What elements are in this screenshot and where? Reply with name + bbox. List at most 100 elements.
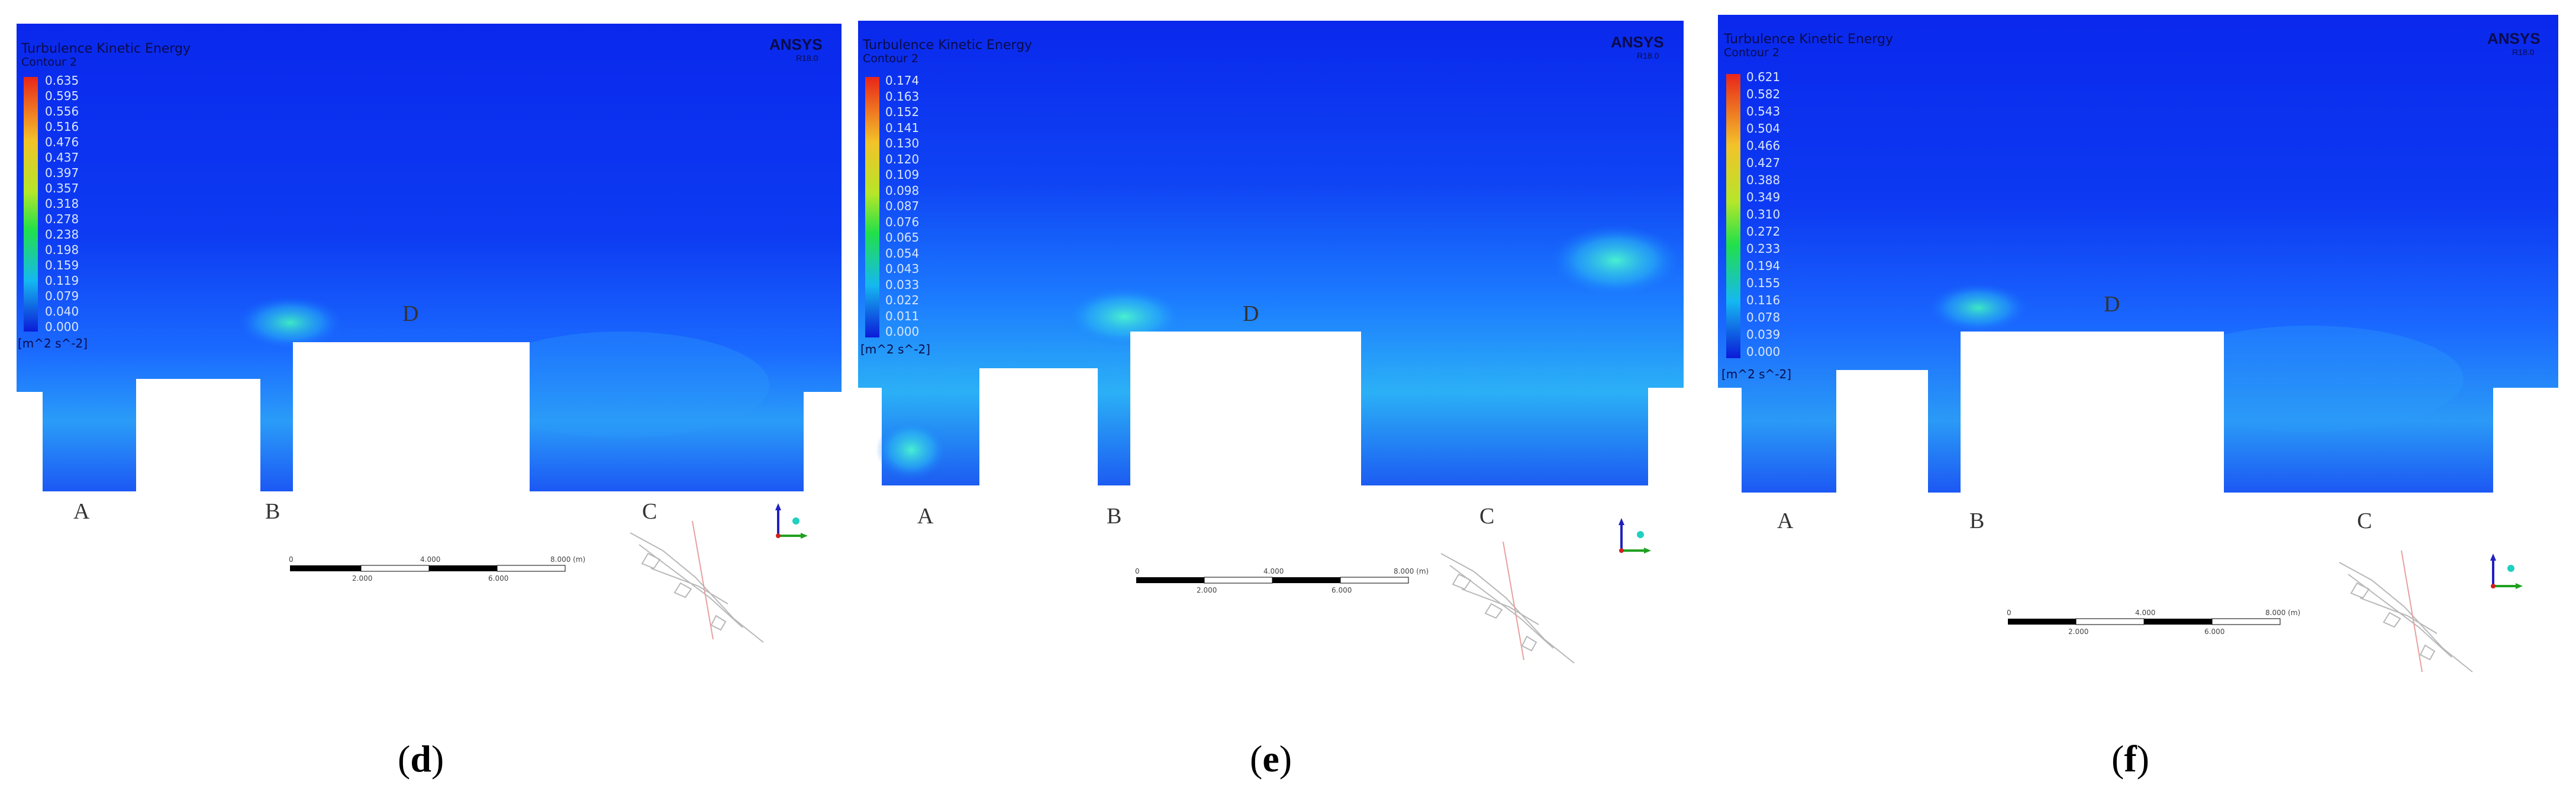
caption-f: (f) [2111, 738, 2149, 780]
legend-value: 0.397 [45, 166, 79, 180]
label-b: B [265, 499, 281, 524]
legend-value: 0.310 [1746, 207, 1781, 221]
caption-e: (e) [1250, 738, 1292, 780]
scale-tick: 6.000 [488, 574, 509, 583]
legend-value: 0.476 [45, 135, 79, 149]
scale-tick: 2.000 [1197, 586, 1217, 594]
scale-bar-e [1136, 577, 1409, 584]
legend-value: 0.000 [45, 320, 79, 334]
legend-value: 0.437 [45, 150, 79, 165]
legend-subtitle: Contour 2 [863, 52, 918, 65]
legend-colorbar-d [24, 77, 38, 332]
legend-value: 0.582 [1746, 87, 1781, 101]
legend-value: 0.357 [45, 181, 79, 195]
scale-tick: 8.000 (m) [2265, 609, 2301, 617]
legend-value: 0.543 [1746, 104, 1781, 118]
legend-value: 0.119 [45, 274, 79, 288]
scale-tick: 0 [289, 555, 294, 564]
legend-value: 0.054 [885, 246, 920, 260]
ansys-logo: ANSYS [2487, 30, 2540, 47]
label-d: D [402, 301, 419, 326]
legend-value: 0.621 [1746, 70, 1781, 84]
legend-value: 0.349 [1746, 190, 1781, 204]
legend-colorbar-e [865, 77, 879, 337]
legend-value: 0.388 [1746, 173, 1781, 187]
label-b: B [1107, 504, 1122, 529]
legend-value: 0.039 [1746, 327, 1781, 342]
legend-value: 0.635 [45, 73, 79, 88]
legend-value: 0.152 [885, 105, 920, 119]
site-map-thumbnail [2339, 550, 2473, 673]
panel-e: Turbulence Kinetic Energy Contour 2 0.17… [858, 0, 1716, 801]
scale-tick: 2.000 [352, 574, 373, 583]
legend-value: 0.238 [45, 227, 79, 242]
legend-title: Turbulence Kinetic Energy [21, 41, 191, 56]
panel-d: Turbulence Kinetic Energy Contour 2 0.63… [0, 0, 858, 801]
legend-value: 0.174 [885, 73, 920, 88]
label-d: D [2104, 292, 2120, 317]
axis-triad-icon [775, 503, 808, 539]
legend-value: 0.109 [885, 168, 920, 182]
contour-plot-e [858, 21, 1716, 664]
legend-value: 0.043 [885, 262, 920, 276]
label-c: C [1479, 504, 1495, 529]
scale-bar-d [290, 565, 566, 572]
legend-value: 0.427 [1746, 156, 1781, 170]
label-a: A [917, 504, 934, 529]
legend-value: 0.516 [45, 120, 79, 134]
legend-value: 0.318 [45, 197, 79, 211]
legend-value: 0.098 [885, 183, 920, 198]
scale-tick: 6.000 [2204, 628, 2225, 636]
label-d: D [1243, 301, 1259, 326]
legend-subtitle: Contour 2 [1724, 46, 1779, 59]
axis-triad-icon [1619, 518, 1651, 554]
label-c: C [2357, 509, 2372, 533]
flow-domain-d [17, 24, 842, 491]
legend-value: 0.079 [45, 289, 79, 303]
scale-tick: 2.000 [2068, 628, 2089, 636]
legend-value: 0.466 [1746, 139, 1781, 153]
scale-tick: 6.000 [1331, 586, 1352, 594]
legend-value: 0.194 [1746, 259, 1781, 273]
legend-value: 0.233 [1746, 242, 1781, 256]
legend-value: 0.163 [885, 89, 920, 104]
ansys-version: R18.0 [1637, 51, 1659, 60]
legend-value: 0.155 [1746, 276, 1781, 290]
legend-value: 0.011 [885, 308, 920, 323]
legend-value: 0.040 [45, 304, 79, 319]
legend-value: 0.033 [885, 277, 920, 292]
legend-title: Turbulence Kinetic Energy [863, 38, 1033, 53]
ansys-logo: ANSYS [769, 36, 823, 53]
legend-value: 0.595 [45, 89, 79, 103]
site-map-thumbnail [1440, 541, 1575, 664]
legend-value: 0.556 [45, 104, 79, 118]
legend-value: 0.022 [885, 293, 920, 307]
scale-tick: 0 [2007, 609, 2011, 617]
contour-plot-f [1718, 15, 2558, 673]
scale-tick: 4.000 [2135, 609, 2156, 617]
scale-tick: 8.000 (m) [1394, 567, 1429, 575]
contour-plot-d [17, 24, 842, 643]
legend-value: 0.278 [45, 212, 79, 226]
scale-tick: 4.000 [1263, 567, 1284, 575]
legend-value: 0.120 [885, 152, 920, 166]
ansys-version: R18.0 [796, 53, 818, 63]
ansys-logo: ANSYS [1611, 33, 1664, 51]
label-a: A [73, 499, 90, 524]
label-c: C [642, 499, 657, 524]
legend-unit: [m^2 s^-2] [860, 342, 931, 356]
scale-tick: 8.000 (m) [550, 555, 586, 564]
scale-tick: 0 [1135, 567, 1140, 575]
legend-value: 0.065 [885, 230, 920, 245]
legend-value: 0.078 [1746, 310, 1781, 324]
legend-value: 0.141 [885, 120, 920, 135]
axis-triad-icon [2490, 554, 2523, 589]
legend-value: 0.198 [45, 243, 79, 257]
label-b: B [1969, 509, 1985, 533]
legend-value: 0.116 [1746, 293, 1781, 307]
legend-value: 0.000 [1746, 345, 1781, 359]
legend-colorbar-f [1726, 74, 1740, 358]
panel-f: Turbulence Kinetic Energy Contour 2 0.62… [1718, 0, 2576, 801]
legend-title: Turbulence Kinetic Energy [1724, 32, 1894, 47]
legend-subtitle: Contour 2 [21, 56, 77, 69]
